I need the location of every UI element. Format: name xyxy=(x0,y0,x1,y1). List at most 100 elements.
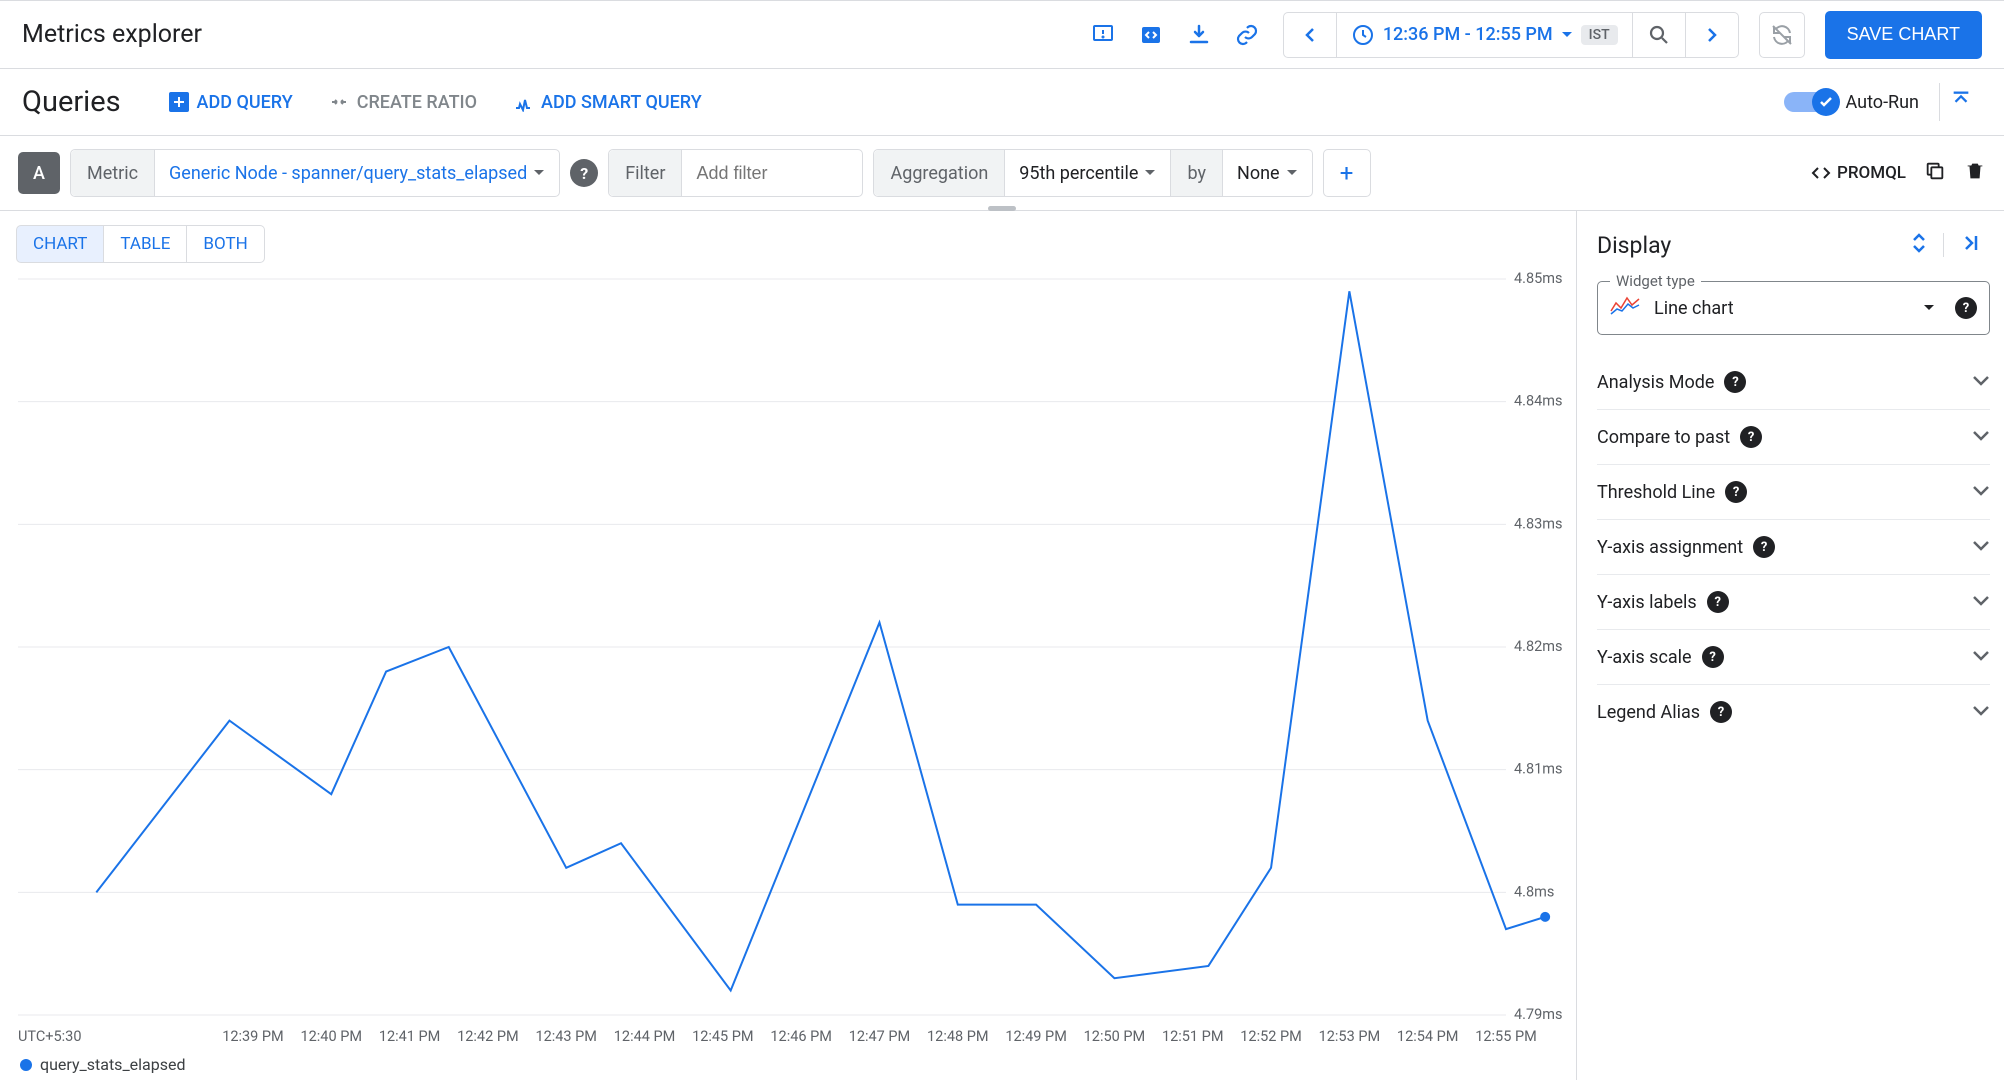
svg-text:12:54 PM: 12:54 PM xyxy=(1397,1028,1459,1045)
widget-type-label: Widget type xyxy=(1610,272,1701,290)
svg-text:UTC+5:30: UTC+5:30 xyxy=(18,1028,81,1045)
chevron-down-icon xyxy=(1972,704,1990,720)
view-tabs: CHART TABLE BOTH xyxy=(16,225,1576,263)
dropdown-icon xyxy=(533,169,545,177)
aggregation-selector[interactable]: 95th percentile xyxy=(1005,163,1170,184)
tab-chart[interactable]: CHART xyxy=(16,225,104,263)
display-section-row[interactable]: Compare to past? xyxy=(1597,410,1990,465)
display-section-row[interactable]: Threshold Line? xyxy=(1597,465,1990,520)
section-label: Analysis Mode xyxy=(1597,372,1714,393)
svg-text:12:40 PM: 12:40 PM xyxy=(301,1028,363,1045)
display-section-row[interactable]: Y-axis labels? xyxy=(1597,575,1990,630)
tab-table[interactable]: TABLE xyxy=(104,225,187,263)
autorun-label: Auto-Run xyxy=(1846,92,1919,113)
timezone-badge: IST xyxy=(1581,25,1618,45)
code-icon[interactable] xyxy=(1131,15,1171,55)
chevron-down-icon xyxy=(1972,649,1990,665)
svg-text:12:52 PM: 12:52 PM xyxy=(1240,1028,1302,1045)
code-icon xyxy=(1811,163,1831,183)
chart-panel: CHART TABLE BOTH 4.85ms4.84ms4.83ms4.82m… xyxy=(0,211,1576,1080)
svg-text:12:39 PM: 12:39 PM xyxy=(222,1028,284,1045)
section-help-icon[interactable]: ? xyxy=(1753,536,1775,558)
dropdown-icon xyxy=(1286,169,1298,177)
link-icon[interactable] xyxy=(1227,15,1267,55)
queries-toolbar: Queries ADD QUERY CREATE RATIO ADD SMART… xyxy=(0,69,2004,136)
dropdown-icon xyxy=(1923,304,1935,312)
svg-text:12:50 PM: 12:50 PM xyxy=(1084,1028,1146,1045)
toggle-knob xyxy=(1812,88,1840,116)
display-header: Display xyxy=(1597,227,1990,263)
chevron-down-icon xyxy=(1972,594,1990,610)
section-label: Y-axis assignment xyxy=(1597,537,1743,558)
chevron-down-icon xyxy=(1972,484,1990,500)
time-prev-button[interactable] xyxy=(1284,13,1337,57)
autorun-toggle[interactable] xyxy=(1784,92,1836,112)
chart-area: 4.85ms4.84ms4.83ms4.82ms4.81ms4.8ms4.79m… xyxy=(10,269,1576,1051)
add-smart-query-button[interactable]: ADD SMART QUERY xyxy=(495,92,720,113)
section-help-icon[interactable]: ? xyxy=(1724,371,1746,393)
save-chart-button[interactable]: SAVE CHART xyxy=(1825,11,1982,59)
widget-type-selector[interactable]: Widget type Line chart ? xyxy=(1597,281,1990,335)
section-label: Compare to past xyxy=(1597,427,1730,448)
download-icon[interactable] xyxy=(1179,15,1219,55)
section-help-icon[interactable]: ? xyxy=(1725,481,1747,503)
svg-text:12:53 PM: 12:53 PM xyxy=(1319,1028,1381,1045)
display-title: Display xyxy=(1597,232,1901,259)
smart-query-icon xyxy=(513,92,533,112)
svg-text:12:49 PM: 12:49 PM xyxy=(1005,1028,1067,1045)
add-query-button[interactable]: ADD QUERY xyxy=(151,92,311,113)
legend-label: query_stats_elapsed xyxy=(40,1055,185,1074)
svg-text:4.8ms: 4.8ms xyxy=(1514,883,1554,900)
plus-box-icon xyxy=(169,92,189,112)
metric-help-icon[interactable]: ? xyxy=(570,159,598,187)
display-section-row[interactable]: Analysis Mode? xyxy=(1597,355,1990,410)
autorefresh-disabled-icon[interactable] xyxy=(1759,12,1805,58)
section-help-icon[interactable]: ? xyxy=(1702,646,1724,668)
promql-button[interactable]: PROMQL xyxy=(1811,163,1906,183)
header-actions: 12:36 PM - 12:55 PM IST SAVE CHART xyxy=(1083,11,1982,59)
svg-text:12:42 PM: 12:42 PM xyxy=(457,1028,519,1045)
section-help-icon[interactable]: ? xyxy=(1740,426,1762,448)
groupby-selector[interactable]: None xyxy=(1223,163,1312,184)
filter-input[interactable] xyxy=(682,163,862,184)
section-help-icon[interactable]: ? xyxy=(1710,701,1732,723)
by-label: by xyxy=(1170,150,1223,196)
time-range-button[interactable]: 12:36 PM - 12:55 PM IST xyxy=(1337,13,1633,57)
section-help-icon[interactable]: ? xyxy=(1707,591,1729,613)
queries-title: Queries xyxy=(22,85,121,119)
display-section-row[interactable]: Y-axis assignment? xyxy=(1597,520,1990,575)
create-ratio-button[interactable]: CREATE RATIO xyxy=(311,92,495,113)
metric-label: Metric xyxy=(71,150,155,196)
section-label: Legend Alias xyxy=(1597,702,1700,723)
section-label: Threshold Line xyxy=(1597,482,1715,503)
tab-both[interactable]: BOTH xyxy=(187,225,264,263)
time-range-text: 12:36 PM - 12:55 PM xyxy=(1383,24,1553,45)
legend-color-swatch xyxy=(20,1059,32,1071)
svg-text:12:41 PM: 12:41 PM xyxy=(379,1028,441,1045)
svg-text:4.79ms: 4.79ms xyxy=(1514,1006,1562,1023)
check-icon xyxy=(1818,94,1834,110)
feedback-icon[interactable] xyxy=(1083,15,1123,55)
widget-help-icon[interactable]: ? xyxy=(1955,297,1977,319)
chart-legend: query_stats_elapsed xyxy=(10,1051,1576,1074)
chevron-down-icon xyxy=(1972,539,1990,555)
display-section-row[interactable]: Legend Alias? xyxy=(1597,685,1990,739)
metric-selector[interactable]: Generic Node - spanner/query_stats_elaps… xyxy=(155,163,559,184)
trash-icon xyxy=(1964,160,1986,182)
collapse-queries-button[interactable] xyxy=(1939,83,1982,121)
add-aggregation-button[interactable]: + xyxy=(1323,149,1371,197)
expand-vertical-button[interactable] xyxy=(1901,227,1937,263)
line-chart-icon xyxy=(1610,296,1640,320)
section-label: Y-axis scale xyxy=(1597,647,1692,668)
duplicate-query-button[interactable] xyxy=(1924,160,1946,186)
display-sections: Analysis Mode?Compare to past?Threshold … xyxy=(1597,355,1990,739)
resize-handle[interactable] xyxy=(988,206,1016,211)
collapse-panel-button[interactable] xyxy=(1950,229,1990,261)
query-id-badge[interactable]: A xyxy=(18,152,60,194)
dropdown-icon xyxy=(1144,169,1156,177)
delete-query-button[interactable] xyxy=(1964,160,1986,186)
time-next-button[interactable] xyxy=(1686,13,1738,57)
zoom-button[interactable] xyxy=(1633,13,1686,57)
widget-type-value: Line chart xyxy=(1654,298,1923,319)
display-section-row[interactable]: Y-axis scale? xyxy=(1597,630,1990,685)
